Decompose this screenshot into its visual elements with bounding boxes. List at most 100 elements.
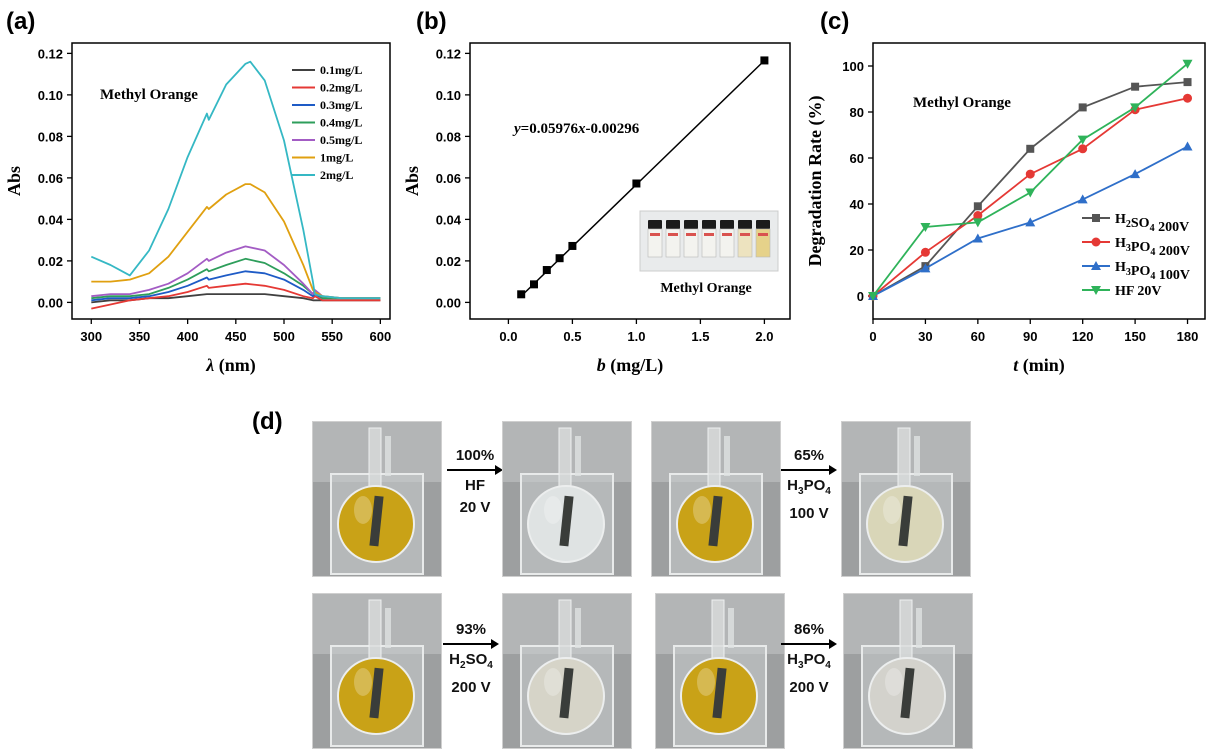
- series-line: [91, 245, 381, 300]
- photo-before-h2so4: [312, 593, 442, 749]
- y-tick-label: 0.08: [38, 129, 63, 144]
- x-tick-label: 120: [1072, 329, 1094, 344]
- flask-neck: [707, 427, 721, 487]
- y-tick-label: 100: [842, 59, 864, 74]
- panel-label-a: (a): [6, 8, 36, 35]
- legend-marker: [1091, 286, 1101, 295]
- data-point: [1025, 217, 1036, 227]
- rate-label: 100%: [455, 447, 495, 464]
- electrode-rod: [724, 436, 730, 476]
- x-tick-label: 450: [225, 329, 247, 344]
- vial-label: [722, 233, 732, 236]
- data-point: [920, 223, 931, 232]
- y-axis-title-b: Abs: [402, 166, 422, 196]
- x-tick-label: 300: [80, 329, 102, 344]
- data-point: [1130, 169, 1141, 179]
- plot-frame: [872, 42, 1206, 320]
- series-line: [91, 282, 381, 310]
- x-tick-label: 0: [869, 329, 876, 344]
- electrode-rod: [575, 436, 581, 476]
- data-point: [920, 247, 930, 257]
- x-axis-title-a: λ (nm): [205, 355, 256, 376]
- legend-label: 0.1mg/L: [320, 63, 362, 77]
- y-tick-label: 20: [850, 243, 864, 258]
- legend-label: 0.3mg/L: [320, 98, 362, 112]
- electrode-rod: [728, 608, 734, 648]
- data-point: [973, 202, 982, 211]
- data-point: [568, 241, 577, 250]
- electrode-plate: [708, 495, 723, 547]
- flask-illustration: [844, 594, 972, 748]
- electrode-plate: [369, 667, 384, 719]
- x-tick-label: 60: [971, 329, 985, 344]
- x-tick-label: 2.0: [755, 329, 773, 344]
- vial-cap: [684, 220, 698, 229]
- vial-label: [758, 233, 768, 236]
- y-tick-label: 0.10: [38, 88, 63, 103]
- data-point: [1025, 188, 1036, 198]
- data-point: [1131, 82, 1140, 91]
- electrode-plate: [898, 495, 913, 547]
- arrow-icon: [781, 639, 837, 649]
- flask-illustration: [313, 594, 441, 748]
- charts-canvas: 300 350 400 450 500 550 6000.000.020.040.060.0…: [4, 42, 1206, 376]
- legend-label: 0.4mg/L: [320, 116, 362, 130]
- arrow-h3po4-100: 65% H3PO4 100 V: [779, 447, 839, 525]
- x-tick-label: 1.5: [691, 329, 709, 344]
- y-tick-label: 0.04: [38, 212, 64, 227]
- data-point: [1026, 144, 1035, 153]
- y-tick-label: 0: [857, 289, 864, 304]
- glass-highlight: [544, 496, 562, 524]
- y-tick-label: 0.10: [436, 88, 461, 103]
- data-point: [1077, 194, 1088, 204]
- data-point: [542, 266, 551, 275]
- inset-caption: Methyl Orange: [660, 281, 751, 296]
- voltage-label: 200 V: [789, 679, 829, 696]
- electrode-plate: [712, 667, 727, 719]
- data-point: [530, 280, 538, 289]
- legend-label: 2mg/L: [320, 168, 353, 182]
- data-point: [1182, 59, 1193, 69]
- data-point: [920, 263, 931, 273]
- vial-cap: [720, 220, 734, 229]
- vial-label: [650, 233, 660, 236]
- arrow-hf: 100% HF 20 V: [445, 447, 505, 519]
- photo-after-h3po4-200: [843, 593, 973, 749]
- axes: 0.0 0.5 1.0 1.5 2.0 0.00 0.02 0.04 0.06 0.08 0.10 0…: [436, 42, 791, 344]
- legend-marker: [1091, 261, 1101, 270]
- electrode-rod: [916, 608, 922, 648]
- series-line: [91, 257, 381, 300]
- flask-neck: [711, 599, 725, 659]
- data-point: [1078, 103, 1087, 112]
- x-tick-label: 400: [177, 329, 199, 344]
- legend-label: 1mg/L: [320, 151, 353, 165]
- data-point: [1025, 169, 1035, 179]
- electrode-plate: [900, 667, 915, 719]
- axes: 0 30 60 90 120 150 180 0 20 40 60 80 100: [842, 42, 1206, 344]
- legend-label: 0.5mg/L: [320, 133, 362, 147]
- y-tick-label: 0.08: [436, 129, 461, 144]
- legend-label: 0.2mg/L: [320, 81, 362, 95]
- x-tick-label: 0.5: [563, 329, 581, 344]
- electrode-plate: [559, 667, 574, 719]
- y-tick-label: 40: [850, 197, 864, 212]
- panel-label-d: (d): [252, 408, 283, 435]
- flask-illustration: [503, 594, 631, 748]
- rate-label: 65%: [793, 447, 825, 464]
- data-point: [973, 211, 983, 220]
- x-tick-label: 600: [370, 329, 392, 344]
- legend-label: H2SO4 200V: [1115, 212, 1189, 235]
- vial-label: [668, 233, 678, 236]
- series-line: [91, 183, 381, 300]
- arrow-h2so4: 93% H2SO4 200 V: [441, 621, 501, 699]
- flask-neck: [897, 427, 911, 487]
- panel-label-c: (c): [820, 8, 850, 35]
- data-point: [555, 254, 564, 263]
- legend-marker: [1091, 237, 1101, 247]
- voltage-label: 100 V: [789, 505, 829, 522]
- y-tick-label: 0.12: [436, 46, 461, 61]
- flask-neck: [558, 599, 572, 659]
- electrode-plate: [369, 495, 384, 547]
- legend-label: H3PO4 200V: [1115, 236, 1190, 259]
- electrode-rod: [914, 436, 920, 476]
